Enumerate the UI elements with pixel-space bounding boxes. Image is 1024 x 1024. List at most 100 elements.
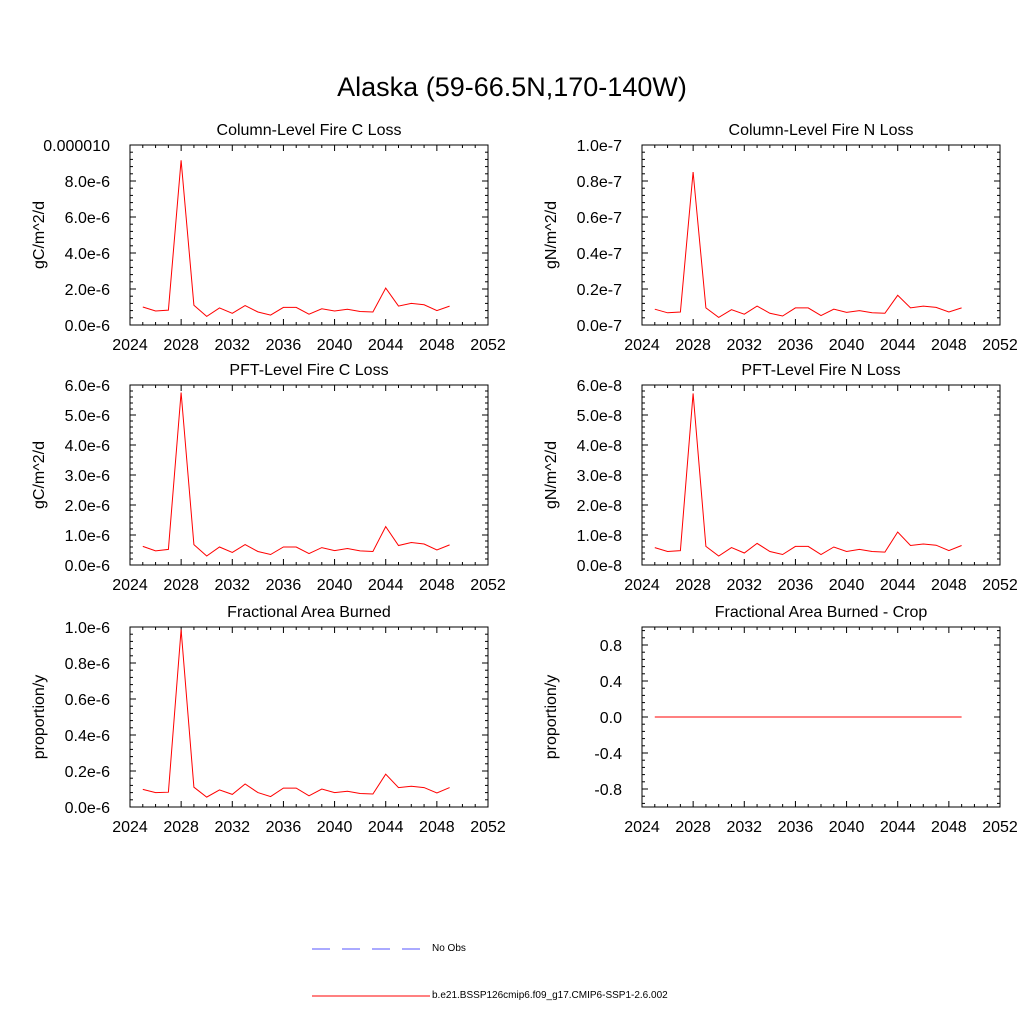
y-tick-label: 1.0e-8: [577, 528, 622, 545]
chart-title: Fractional Area Burned: [227, 604, 391, 621]
y-tick-label: 0.8e-7: [577, 174, 622, 191]
y-axis-label: proportion/y: [543, 675, 560, 760]
legend-obs-label: No Obs: [432, 943, 466, 954]
chart-panel-2: Column-Level Fire N Loss gN/m^2/d 2024 2028…: [543, 122, 1018, 354]
x-tick-label: 2032: [214, 337, 250, 354]
x-tick-label: 2048: [931, 819, 967, 836]
plot-frame: [641, 144, 1001, 326]
x-tick-label: 2044: [368, 337, 404, 354]
y-tick-label: 2.0e-6: [65, 498, 110, 515]
y-tick-label: 4.0e-6: [65, 246, 110, 263]
legend-model-label: b.e21.BSSP126cmip6.f09_g17.CMIP6-SSP1-2.…: [432, 990, 668, 1001]
x-tick-label: 2036: [266, 337, 302, 354]
y-tick-label: 0.4: [600, 674, 622, 691]
y-tick-label: 0.6e-7: [577, 210, 622, 227]
x-tick-label: 2032: [726, 337, 762, 354]
x-tick-label: 2036: [778, 577, 814, 594]
y-tick-label: 1.0e-6: [65, 620, 110, 637]
y-tick-label: 2.0e-8: [577, 498, 622, 515]
x-tick-label: 2052: [982, 337, 1018, 354]
y-tick-label: 4.0e-6: [65, 438, 110, 455]
y-tick-label: 0.4e-7: [577, 246, 622, 263]
x-tick-label: 2048: [931, 577, 967, 594]
y-tick-label: 8.0e-6: [65, 174, 110, 191]
x-tick-label: 2048: [419, 819, 455, 836]
series-line: [142, 629, 450, 798]
x-tick-label: 2032: [214, 819, 250, 836]
y-tick-label: 3.0e-6: [65, 468, 110, 485]
x-tick-label: 2028: [163, 337, 199, 354]
chart-title: Column-Level Fire C Loss: [217, 122, 402, 139]
x-tick-label: 2040: [317, 337, 353, 354]
y-tick-label: 0.0e-6: [65, 800, 110, 817]
chart-panel-5: Fractional Area Burned proportion/y 2024 20…: [31, 604, 506, 836]
chart-title: Column-Level Fire N Loss: [729, 122, 914, 139]
y-tick-label: 0.8e-6: [65, 656, 110, 673]
chart-title: PFT-Level Fire C Loss: [229, 362, 388, 379]
y-tick-label: 6.0e-8: [577, 378, 622, 395]
y-axis-label: gN/m^2/d: [543, 441, 560, 509]
x-tick-label: 2052: [982, 577, 1018, 594]
x-tick-label: 2036: [266, 819, 302, 836]
legend-model-line: [312, 995, 430, 997]
x-tick-label: 2040: [317, 819, 353, 836]
x-tick-label: 2032: [726, 819, 762, 836]
chart-panel-6: Fractional Area Burned - Crop proportion/…: [543, 604, 1018, 836]
series-line: [142, 160, 450, 318]
x-tick-label: 2048: [931, 337, 967, 354]
y-tick-label: 0.0e-6: [65, 318, 110, 335]
y-tick-label: 0.6e-6: [65, 692, 110, 709]
chart-panel-4: PFT-Level Fire N Loss gN/m^2/d 2024 2028 203…: [543, 362, 1018, 594]
x-tick-label: 2024: [624, 577, 660, 594]
x-tick-label: 2024: [624, 337, 660, 354]
x-tick-label: 2036: [266, 577, 302, 594]
x-tick-label: 2040: [317, 577, 353, 594]
x-tick-label: 2040: [829, 577, 865, 594]
y-tick-label: 0.0e-7: [577, 318, 622, 335]
y-tick-label: -0.8: [594, 782, 622, 799]
y-tick-label: 4.0e-8: [577, 438, 622, 455]
x-tick-label: 2028: [675, 577, 711, 594]
x-tick-label: 2048: [419, 577, 455, 594]
chart-title: Fractional Area Burned - Crop: [715, 604, 928, 621]
y-tick-label: 3.0e-8: [577, 468, 622, 485]
page-title: Alaska (59-66.5N,170-140W): [337, 72, 687, 102]
series-line: [654, 171, 962, 319]
y-tick-label: 0.2e-6: [65, 764, 110, 781]
chart-title: PFT-Level Fire N Loss: [741, 362, 900, 379]
y-tick-label: 0.8: [600, 638, 622, 655]
x-tick-label: 2040: [829, 337, 865, 354]
x-tick-label: 2044: [880, 577, 916, 594]
y-axis-label: gC/m^2/d: [31, 201, 48, 269]
series-line: [654, 393, 962, 557]
x-tick-label: 2044: [368, 577, 404, 594]
x-tick-label: 2036: [778, 819, 814, 836]
plot-frame: [129, 384, 489, 566]
y-tick-label: -0.4: [594, 746, 622, 763]
x-tick-label: 2052: [982, 819, 1018, 836]
x-tick-label: 2040: [829, 819, 865, 836]
y-tick-label: 0.0e-6: [65, 558, 110, 575]
y-tick-label: 0.2e-7: [577, 282, 622, 299]
x-tick-label: 2044: [880, 819, 916, 836]
x-tick-label: 2044: [368, 819, 404, 836]
x-tick-label: 2024: [112, 577, 148, 594]
plot-frame: [129, 144, 489, 326]
series-line: [142, 392, 450, 557]
x-tick-label: 2044: [880, 337, 916, 354]
x-tick-label: 2052: [470, 819, 506, 836]
y-axis-label: gC/m^2/d: [31, 441, 48, 509]
y-tick-label: 0.000010: [43, 138, 110, 155]
x-tick-label: 2028: [675, 819, 711, 836]
x-tick-label: 2024: [112, 337, 148, 354]
y-tick-label: 2.0e-6: [65, 282, 110, 299]
y-tick-label: 1.0e-7: [577, 138, 622, 155]
x-tick-label: 2036: [778, 337, 814, 354]
y-axis-label: proportion/y: [31, 675, 48, 760]
x-tick-label: 2028: [163, 577, 199, 594]
y-tick-label: 6.0e-6: [65, 210, 110, 227]
y-tick-label: 5.0e-6: [65, 408, 110, 425]
x-tick-label: 2032: [726, 577, 762, 594]
x-tick-label: 2024: [624, 819, 660, 836]
